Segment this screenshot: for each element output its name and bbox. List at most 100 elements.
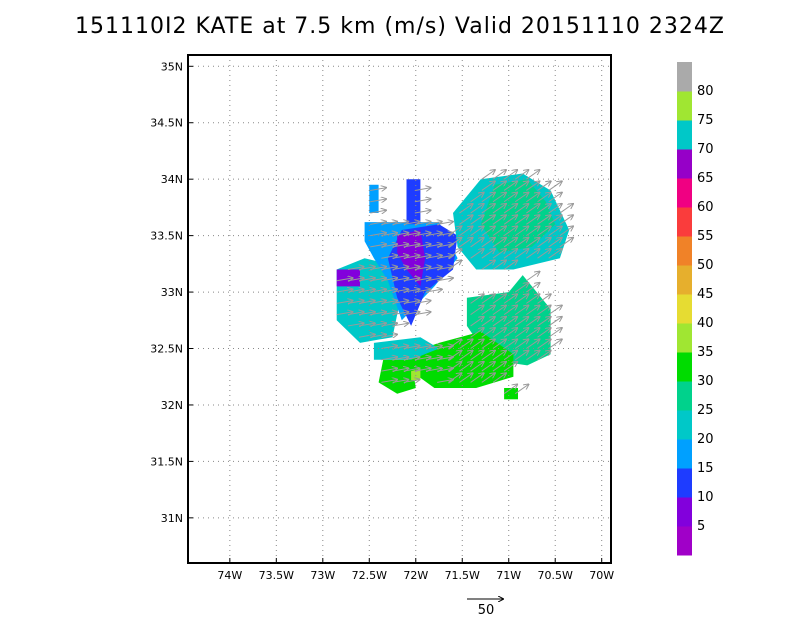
wind-vector-203 xyxy=(470,215,484,225)
wind-vector-197 xyxy=(392,222,409,225)
wind-vector-8 xyxy=(470,373,484,383)
wind-vector-87 xyxy=(481,306,495,316)
wind-vector-102 xyxy=(470,294,484,304)
wind-vector-115 xyxy=(403,289,420,292)
wind-vector-74 xyxy=(514,317,528,327)
wind-vector-179 xyxy=(392,233,409,236)
colorbar-swatch-1 xyxy=(677,497,692,527)
wind-vector-25 xyxy=(403,357,420,360)
y-axis: 31N 31.5N 32N 32.5N 33N 33.5N 34N 34.5N 35N xyxy=(150,60,193,525)
wind-vector-91 xyxy=(526,306,539,316)
wind-vector-227 xyxy=(481,193,495,203)
wind-vector-19 xyxy=(470,362,484,372)
wind-vector-43 xyxy=(437,346,453,349)
wind-vector-94 xyxy=(336,301,353,304)
wind-vector-213 xyxy=(414,210,431,213)
wind-vector-90 xyxy=(514,306,528,316)
wind-vector-101 xyxy=(414,301,431,304)
wind-vector-244 xyxy=(492,170,506,180)
wind-vector-49 xyxy=(503,339,517,349)
colorbar-swatch-9 xyxy=(677,265,692,295)
colorbar-swatch-6 xyxy=(677,352,692,382)
wind-vector-88 xyxy=(492,306,506,316)
wind-vector-65 xyxy=(347,323,364,326)
wind-vector-0 xyxy=(503,385,517,395)
wind-vector-30 xyxy=(459,351,472,361)
wind-vector-215 xyxy=(470,204,484,214)
wind-vector-189 xyxy=(503,226,517,237)
y-tick-label-0: 31N xyxy=(161,512,183,525)
x-tick-label-3: 72.5W xyxy=(352,569,387,582)
x-tick-label-4: 72W xyxy=(403,569,428,582)
colorbar-swatch-0 xyxy=(677,526,692,556)
wind-vector-77 xyxy=(548,317,562,327)
wind-vector-59 xyxy=(492,328,506,338)
y-tick-label-1: 31.5N xyxy=(150,455,183,468)
wind-vector-120 xyxy=(336,278,353,281)
wind-vector-193 xyxy=(548,226,562,237)
wind-vector-188 xyxy=(492,226,506,237)
wind-vector-81 xyxy=(370,312,386,315)
wind-vector-39 xyxy=(392,346,409,349)
wind-vector-214 xyxy=(459,204,472,214)
x-tick-label-5: 71.5W xyxy=(445,569,480,582)
colorbar-label-4: 25 xyxy=(697,403,714,418)
colorbar-swatch-8 xyxy=(677,294,692,324)
wind-vector-28 xyxy=(437,357,453,360)
wind-vector-139 xyxy=(437,267,453,270)
wind-vector-54 xyxy=(358,334,375,337)
wind-vector-44 xyxy=(448,339,461,349)
wind-vector-52 xyxy=(537,339,551,349)
wind-vector-69 xyxy=(392,323,409,326)
wind-vector-246 xyxy=(514,170,528,180)
wind-vector-148 xyxy=(425,255,442,258)
wind-vector-170 xyxy=(492,238,506,248)
wind-region-6 xyxy=(336,269,360,287)
wind-vector-96 xyxy=(358,301,375,304)
wind-vector-73 xyxy=(503,317,517,327)
wind-vector-138 xyxy=(425,267,442,270)
wind-vector-48 xyxy=(492,339,506,349)
wind-vector-218 xyxy=(503,204,517,214)
wind-vector-119 xyxy=(526,283,539,293)
wind-vector-14 xyxy=(414,368,431,371)
wind-vector-105 xyxy=(503,294,517,304)
wind-vector-145 xyxy=(392,255,409,258)
wind-vector-228 xyxy=(492,193,506,203)
wind-vector-234 xyxy=(370,188,386,191)
wind-vector-208 xyxy=(526,215,539,225)
colorbar-label-2: 15 xyxy=(697,461,714,476)
wind-vector-169 xyxy=(481,238,495,248)
wind-vector-154 xyxy=(503,249,517,259)
wind-vector-147 xyxy=(414,255,431,258)
reference-label: 50 xyxy=(478,603,495,618)
grid-lines xyxy=(188,55,611,563)
wind-vector-134 xyxy=(381,267,397,270)
wind-vector-221 xyxy=(537,204,551,214)
wind-vector-78 xyxy=(336,312,353,315)
wind-vector-33 xyxy=(492,351,506,361)
wind-vector-143 xyxy=(503,260,517,270)
wind-vector-10 xyxy=(492,373,506,383)
wind-vector-12 xyxy=(392,368,409,371)
colorbar-swatch-14 xyxy=(677,120,692,150)
wind-vector-57 xyxy=(470,328,484,338)
wind-vector-229 xyxy=(503,193,517,203)
wind-vector-83 xyxy=(392,312,409,315)
wind-vector-47 xyxy=(481,339,495,349)
x-tick-label-2: 73W xyxy=(310,569,335,582)
wind-vector-166 xyxy=(448,238,461,248)
wind-vector-171 xyxy=(503,238,517,248)
wind-vector-122 xyxy=(358,278,375,281)
colorbar-swatch-4 xyxy=(677,410,692,440)
wind-vector-160 xyxy=(381,244,397,247)
x-axis: 74W 73.5W 73W 72.5W 72W 71.5W 71W 70.5W 70W xyxy=(217,558,614,582)
wind-vector-72 xyxy=(492,317,506,327)
colorbar-swatch-12 xyxy=(677,178,692,208)
wind-vector-61 xyxy=(514,328,528,338)
wind-region-4 xyxy=(369,184,379,213)
wind-vector-76 xyxy=(537,317,551,327)
wind-vector-50 xyxy=(514,339,528,349)
colorbar-swatch-3 xyxy=(677,439,692,469)
x-tick-label-7: 70.5W xyxy=(538,569,573,582)
